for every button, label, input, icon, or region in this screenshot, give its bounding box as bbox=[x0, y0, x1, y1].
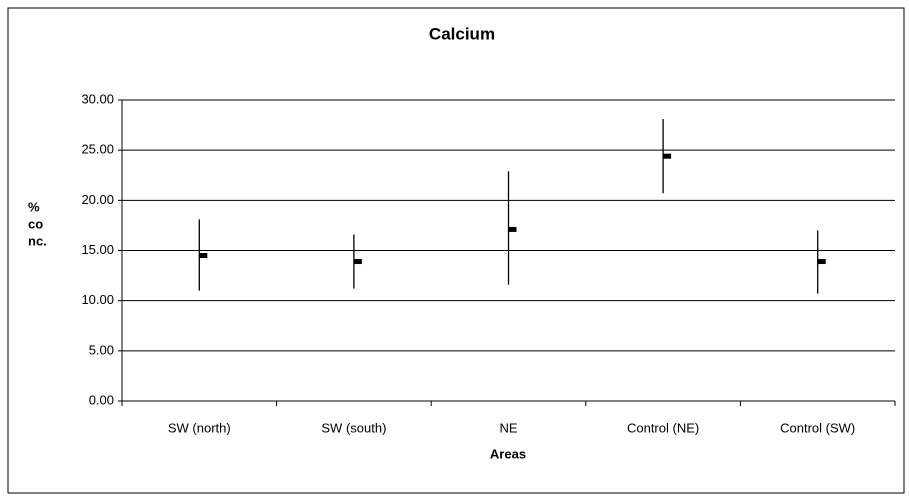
y-axis-label: nc. bbox=[28, 233, 47, 248]
y-tick-label: 25.00 bbox=[81, 142, 114, 157]
y-tick-label: 30.00 bbox=[81, 91, 114, 106]
mean-marker bbox=[353, 259, 362, 265]
y-tick-label: 0.00 bbox=[89, 392, 114, 407]
chart-title: Calcium bbox=[429, 24, 495, 43]
x-tick-label: Control (SW) bbox=[780, 420, 855, 435]
y-axis-label: % bbox=[28, 199, 40, 214]
mean-marker bbox=[199, 253, 208, 259]
x-tick-label: SW (south) bbox=[321, 420, 386, 435]
y-tick-label: 15.00 bbox=[81, 242, 114, 257]
x-tick-label: NE bbox=[499, 420, 517, 435]
mean-marker bbox=[817, 259, 826, 265]
mean-marker bbox=[508, 226, 517, 232]
x-tick-label: SW (north) bbox=[168, 420, 231, 435]
y-tick-label: 5.00 bbox=[89, 342, 114, 357]
y-tick-label: 10.00 bbox=[81, 292, 114, 307]
mean-marker bbox=[663, 153, 672, 159]
x-axis-label: Areas bbox=[490, 446, 526, 461]
y-tick-label: 20.00 bbox=[81, 192, 114, 207]
x-tick-label: Control (NE) bbox=[627, 420, 699, 435]
y-axis-label: co bbox=[28, 216, 43, 231]
